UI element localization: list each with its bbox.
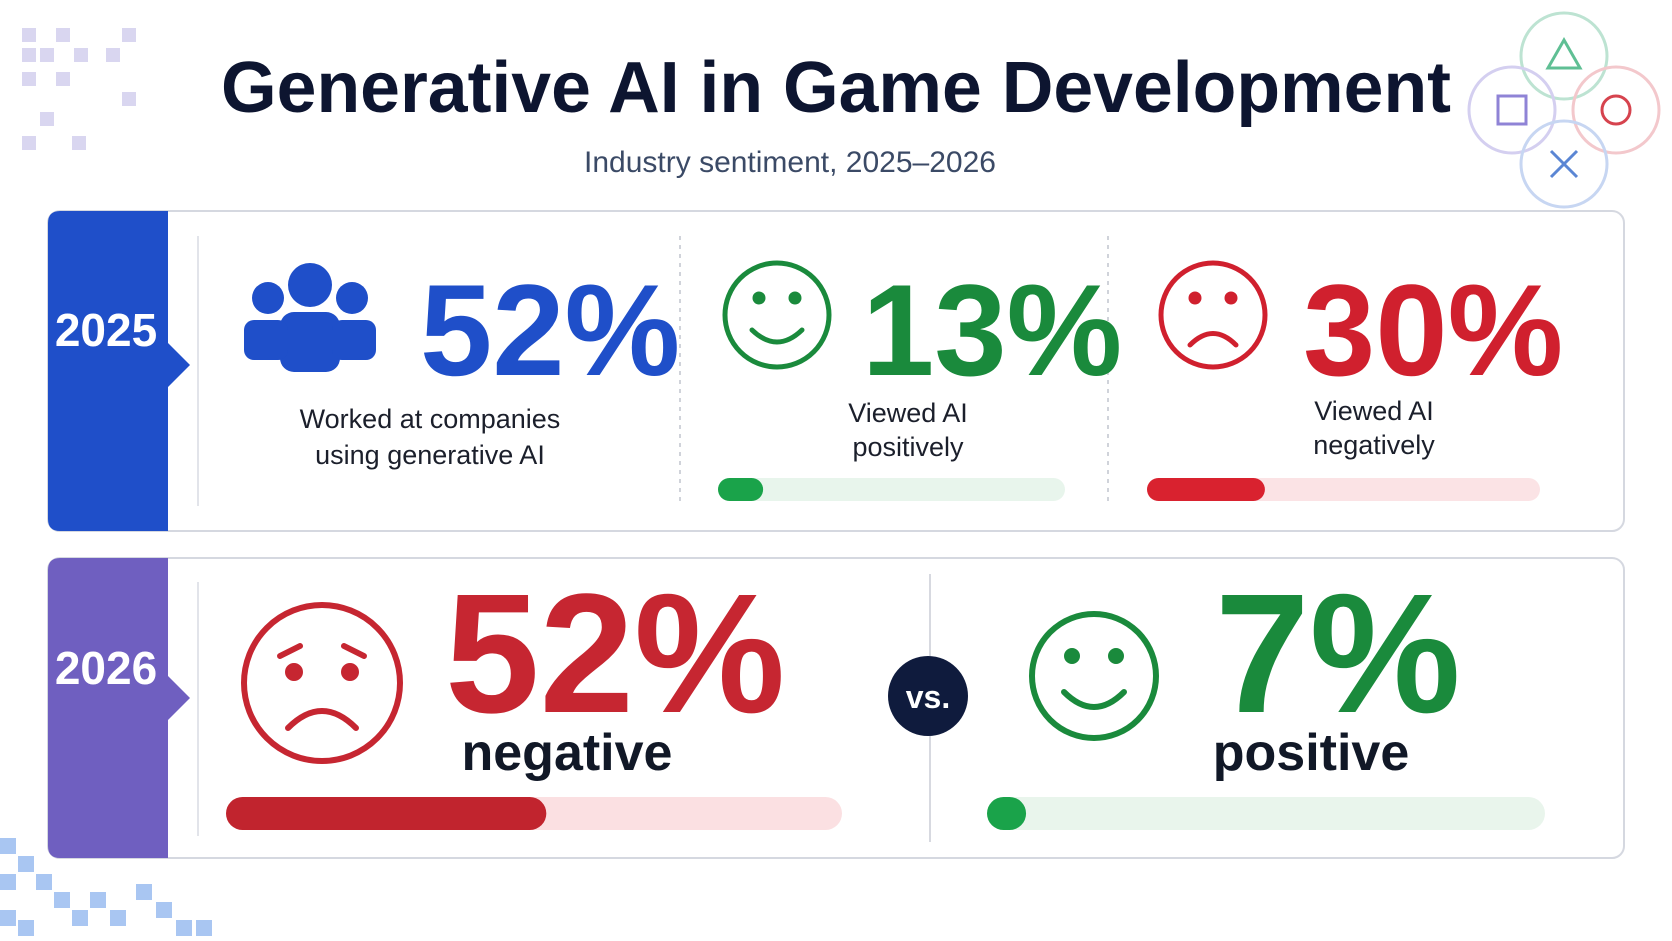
- stat-value: 52%: [420, 257, 680, 403]
- stat-caption: positively: [852, 432, 964, 462]
- year-label: 2025: [55, 304, 157, 356]
- title: Generative AI in Game Development: [221, 48, 1451, 128]
- stat-caption: negatively: [1313, 430, 1435, 460]
- stat-value: 7%: [1215, 559, 1461, 749]
- stat-caption: negative: [462, 724, 673, 782]
- vs-label: vs.: [906, 679, 950, 715]
- year-label: 2026: [55, 642, 157, 694]
- pixel-decoration: [0, 838, 212, 936]
- bar: [1147, 478, 1265, 501]
- stat-value: 52%: [445, 559, 785, 749]
- subtitle: Industry sentiment, 2025–2026: [584, 146, 996, 179]
- bar-track: [987, 797, 1545, 830]
- year-tab: [48, 211, 190, 531]
- sad-face-icon: [1158, 260, 1268, 370]
- stat-value: 30%: [1303, 257, 1563, 403]
- happy-face-icon: [1029, 611, 1159, 741]
- bar: [987, 797, 1027, 830]
- controller-icons: [1467, 11, 1661, 209]
- bar: [718, 478, 764, 501]
- bar-track: [718, 478, 1065, 501]
- stat-caption: Worked at companies: [300, 404, 561, 434]
- happy-face-icon: [722, 260, 832, 370]
- stat-caption: Viewed AI: [848, 398, 968, 428]
- stat-caption: Viewed AI: [1314, 396, 1434, 426]
- stat-value: 13%: [862, 257, 1122, 403]
- people-icon: [244, 263, 376, 372]
- pixel-decoration: [22, 28, 136, 150]
- stat-caption: using generative AI: [315, 440, 545, 470]
- sad-face-icon: [241, 602, 403, 764]
- year-tab: [48, 558, 190, 858]
- vs-badge: [888, 656, 968, 736]
- bar: [226, 797, 547, 830]
- stat-caption: positive: [1213, 724, 1410, 782]
